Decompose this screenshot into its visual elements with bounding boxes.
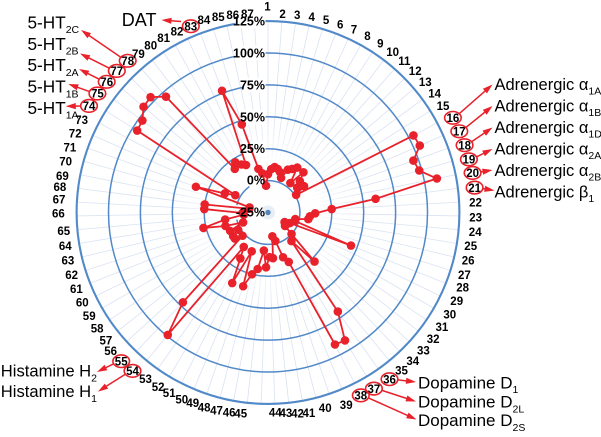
svg-text:85: 85 [212,12,225,24]
svg-text:30: 30 [443,309,456,321]
svg-text:58: 58 [91,324,104,336]
svg-text:60: 60 [76,298,89,310]
svg-text:31: 31 [436,322,449,334]
svg-text:62: 62 [65,270,78,282]
svg-text:27: 27 [458,270,471,282]
svg-text:84: 84 [198,15,211,27]
svg-text:68: 68 [54,182,67,194]
svg-text:53: 53 [139,374,152,386]
svg-text:66: 66 [52,208,65,220]
svg-text:52: 52 [152,382,165,394]
svg-text:DAT: DAT [122,10,157,30]
svg-text:65: 65 [57,226,70,238]
svg-text:49: 49 [186,398,199,410]
svg-text:24: 24 [469,227,482,239]
svg-text:50: 50 [175,394,188,406]
svg-text:61: 61 [70,284,83,296]
svg-text:56: 56 [104,346,117,358]
svg-text:67: 67 [53,195,66,207]
svg-text:23: 23 [469,212,482,224]
svg-text:13: 13 [419,77,432,89]
svg-text:72: 72 [69,129,82,141]
svg-text:-25%: -25% [236,206,265,220]
svg-text:25: 25 [464,241,477,253]
svg-text:40: 40 [319,403,332,415]
svg-text:8: 8 [364,31,371,43]
svg-text:39: 39 [340,400,353,412]
svg-text:86: 86 [226,10,239,22]
svg-text:80: 80 [144,40,157,52]
svg-text:6: 6 [337,19,343,31]
svg-text:41: 41 [303,408,316,420]
svg-text:51: 51 [163,388,176,400]
svg-text:0%: 0% [247,174,265,188]
svg-text:48: 48 [198,402,211,414]
svg-text:87: 87 [241,9,254,21]
svg-text:79: 79 [132,49,145,61]
svg-text:10: 10 [386,47,399,59]
svg-text:42: 42 [291,409,304,421]
svg-text:5: 5 [323,15,330,27]
svg-text:29: 29 [450,296,463,308]
svg-text:50%: 50% [240,110,265,124]
svg-text:81: 81 [157,33,170,45]
svg-text:28: 28 [456,283,469,295]
svg-text:64: 64 [59,241,72,253]
svg-text:7: 7 [351,25,357,37]
svg-text:57: 57 [100,336,113,348]
svg-text:34: 34 [406,356,419,368]
svg-text:26: 26 [462,256,475,268]
svg-text:22: 22 [469,198,482,210]
svg-text:3: 3 [294,10,300,22]
svg-text:71: 71 [64,142,77,154]
svg-text:70: 70 [59,157,72,169]
svg-text:45: 45 [234,408,247,420]
svg-text:14: 14 [428,89,441,101]
svg-text:1: 1 [264,2,271,14]
svg-text:2: 2 [279,9,285,21]
svg-text:46: 46 [223,408,236,420]
svg-text:32: 32 [427,334,440,346]
svg-text:4: 4 [308,12,315,24]
svg-text:69: 69 [56,171,69,183]
svg-text:75%: 75% [240,78,265,92]
svg-text:82: 82 [171,27,184,39]
svg-text:9: 9 [377,38,383,50]
svg-text:15: 15 [437,101,450,113]
svg-text:59: 59 [83,311,96,323]
svg-text:47: 47 [210,406,223,418]
svg-text:44: 44 [269,407,282,419]
svg-text:63: 63 [62,256,75,268]
svg-text:25%: 25% [240,142,265,156]
svg-text:100%: 100% [233,46,265,60]
svg-text:Dopamine D2S: Dopamine D2S [418,411,525,432]
